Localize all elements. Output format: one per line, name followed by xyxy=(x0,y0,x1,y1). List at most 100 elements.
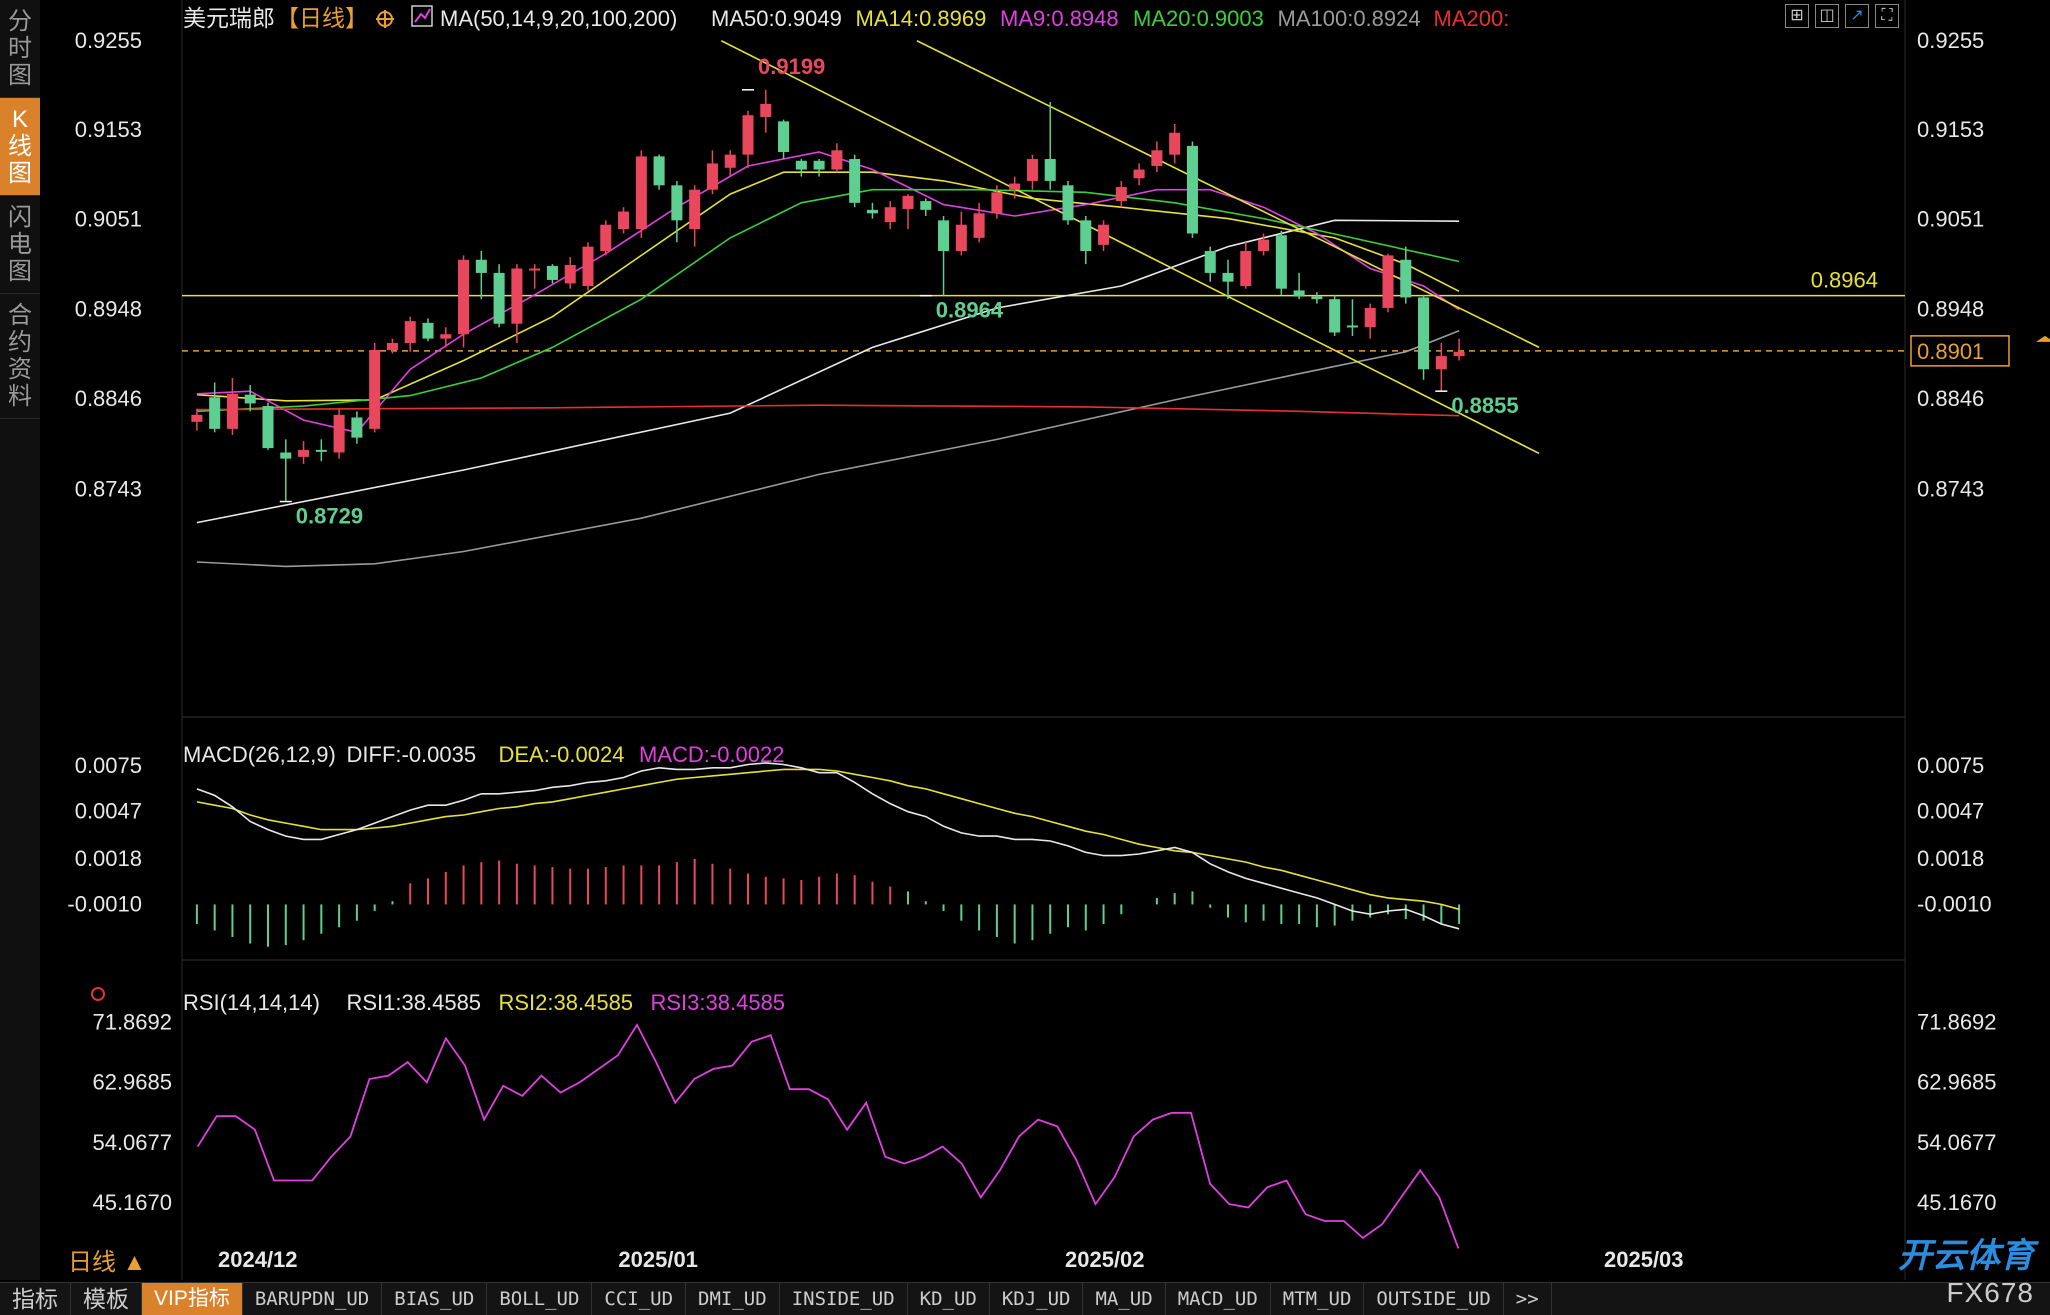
candle-body xyxy=(653,156,665,186)
y-tick-left-5: 0.9255 xyxy=(75,28,142,53)
candle xyxy=(529,264,541,289)
candle xyxy=(849,154,861,208)
candle-body xyxy=(920,201,932,210)
candle xyxy=(884,201,896,230)
rsi-legend-0: RSI(14,14,14) xyxy=(183,990,320,1015)
candle xyxy=(635,150,647,238)
tab-kdj[interactable]: KDJ_UD xyxy=(990,1283,1084,1315)
tab-contract-info[interactable]: 合 约 资 料 xyxy=(0,294,40,419)
candle xyxy=(209,382,221,433)
candle-body xyxy=(1133,169,1145,179)
tab-mtm[interactable]: MTM_UD xyxy=(1271,1283,1365,1315)
tab-templates[interactable]: 模板 xyxy=(71,1283,142,1315)
tab-kline-chart[interactable]: K 线 图 xyxy=(0,98,40,196)
candle-body xyxy=(244,394,256,404)
tab-flash-chart[interactable]: 闪 电 图 xyxy=(0,196,40,294)
ma-line-ma14 xyxy=(196,171,1460,402)
candle-body xyxy=(635,156,647,230)
rsi-tick-right-3: 71.8692 xyxy=(1917,1009,1997,1034)
candle-body xyxy=(866,209,878,214)
candle-body xyxy=(991,192,1003,214)
split-view-icon[interactable]: ◫ xyxy=(1815,4,1839,28)
candle xyxy=(742,110,754,168)
rsi-tick-left-0: 45.1670 xyxy=(92,1190,172,1215)
settings-icon[interactable] xyxy=(376,10,394,28)
rsi-legend-1: RSI1:38.4585 xyxy=(347,990,482,1015)
candle-body xyxy=(226,393,238,429)
macd-tick-left-0: -0.0010 xyxy=(67,891,142,916)
candle xyxy=(1169,123,1181,164)
candle xyxy=(1115,180,1127,208)
indicator-chart-icon[interactable] xyxy=(411,5,433,27)
candle xyxy=(546,264,558,284)
candle-body xyxy=(760,103,772,117)
candle-body xyxy=(422,322,434,339)
candle xyxy=(1346,299,1358,336)
tab-outside[interactable]: OUTSIDE_UD xyxy=(1364,1283,1504,1315)
candle-body xyxy=(386,342,398,350)
candle-body xyxy=(1400,259,1412,298)
candle xyxy=(920,198,932,216)
candle-body xyxy=(795,160,807,170)
crosshair-icon[interactable]: ⊞ xyxy=(1785,4,1809,28)
candle-body xyxy=(209,397,221,429)
candle xyxy=(813,159,825,177)
candle xyxy=(458,255,470,348)
y-tick-left-2: 0.8948 xyxy=(75,297,142,322)
annotation-label-2: 0.8964 xyxy=(936,298,1004,323)
candle xyxy=(333,408,345,459)
candle-body xyxy=(191,414,203,422)
x-tick-3: 2025/03 xyxy=(1604,1247,1684,1272)
candle xyxy=(244,385,256,412)
candle-body xyxy=(1364,307,1376,328)
macd-legend-2: DEA:-0.0024 xyxy=(499,742,625,767)
rsi-legend-2: RSI2:38.4585 xyxy=(499,990,634,1015)
fullscreen-icon[interactable]: ⛶ xyxy=(1875,4,1899,28)
candle xyxy=(831,143,843,173)
candle-body xyxy=(369,350,381,429)
candle-body xyxy=(564,265,576,284)
tab-bias[interactable]: BIAS_UD xyxy=(382,1283,488,1315)
tab-dmi[interactable]: DMI_UD xyxy=(686,1283,780,1315)
rsi-tick-right-2: 62.9685 xyxy=(1917,1070,1997,1095)
candle-body xyxy=(1453,351,1465,357)
macd-tick-left-2: 0.0047 xyxy=(75,799,142,824)
tab-timeshare-chart[interactable]: 分 时 图 xyxy=(0,0,40,98)
tab-inside[interactable]: INSIDE_UD xyxy=(780,1283,908,1315)
rsi-legend-3: RSI3:38.4585 xyxy=(651,990,786,1015)
tab-ma[interactable]: MA_UD xyxy=(1083,1283,1166,1315)
candle-body xyxy=(813,160,825,170)
candle xyxy=(760,89,772,133)
y-tick-left-3: 0.9051 xyxy=(75,206,142,231)
tab-kd[interactable]: KD_UD xyxy=(908,1283,990,1315)
tab-macd[interactable]: MACD_UD xyxy=(1166,1283,1271,1315)
macd-tick-right-1: 0.0018 xyxy=(1917,846,1984,871)
tab-more[interactable]: >> xyxy=(1504,1283,1552,1315)
candle xyxy=(1293,272,1305,300)
ma-legend-3: MA9:0.8948 xyxy=(1000,6,1119,31)
rsi-tick-left-2: 62.9685 xyxy=(92,1070,172,1095)
candle xyxy=(1364,303,1376,339)
tab-indicators[interactable]: 指标 xyxy=(0,1283,71,1315)
candle-body xyxy=(831,150,843,170)
tab-boll[interactable]: BOLL_UD xyxy=(487,1283,593,1315)
candle-body xyxy=(884,207,896,223)
candle xyxy=(653,154,665,190)
price-chart[interactable]: 0.8743 0.8743 0.8846 0.8846 0.8948 0.8948 0.90… xyxy=(40,0,2050,1282)
price-arrow-icon xyxy=(2036,335,2050,342)
draw-tool-icon[interactable]: ↗ xyxy=(1845,4,1869,28)
tab-barupdn[interactable]: BARUPDN_UD xyxy=(243,1283,383,1315)
tab-vip-indicators[interactable]: VIP指标 xyxy=(142,1283,243,1315)
chart-symbol: 美元瑞郎 xyxy=(183,5,275,31)
brand-logo: 开云体育 FX678 xyxy=(1898,1228,2034,1309)
candle xyxy=(724,150,736,177)
tab-cci[interactable]: CCI_UD xyxy=(592,1283,687,1315)
candle-body xyxy=(1062,185,1074,221)
candle-body xyxy=(1222,272,1234,282)
x-tick-0: 2024/12 xyxy=(218,1247,298,1272)
candle-body xyxy=(1026,159,1038,181)
candle-body xyxy=(938,220,950,252)
support-line-label: 0.8964 xyxy=(1811,268,1878,293)
candle-body xyxy=(1186,145,1198,234)
candle-body xyxy=(1311,296,1323,300)
